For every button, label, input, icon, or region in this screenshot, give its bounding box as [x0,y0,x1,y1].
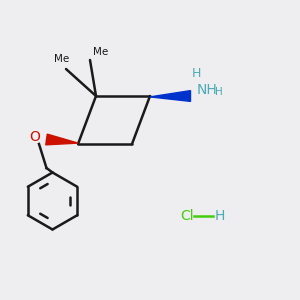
Text: H: H [215,87,223,98]
Polygon shape [46,134,78,145]
Text: O: O [29,130,40,144]
Text: Me: Me [54,55,69,64]
Text: H: H [192,67,201,80]
Text: Cl: Cl [180,209,194,223]
Text: NH: NH [196,83,217,97]
Text: H: H [214,209,225,223]
Text: Me: Me [93,47,108,57]
Polygon shape [150,91,190,101]
